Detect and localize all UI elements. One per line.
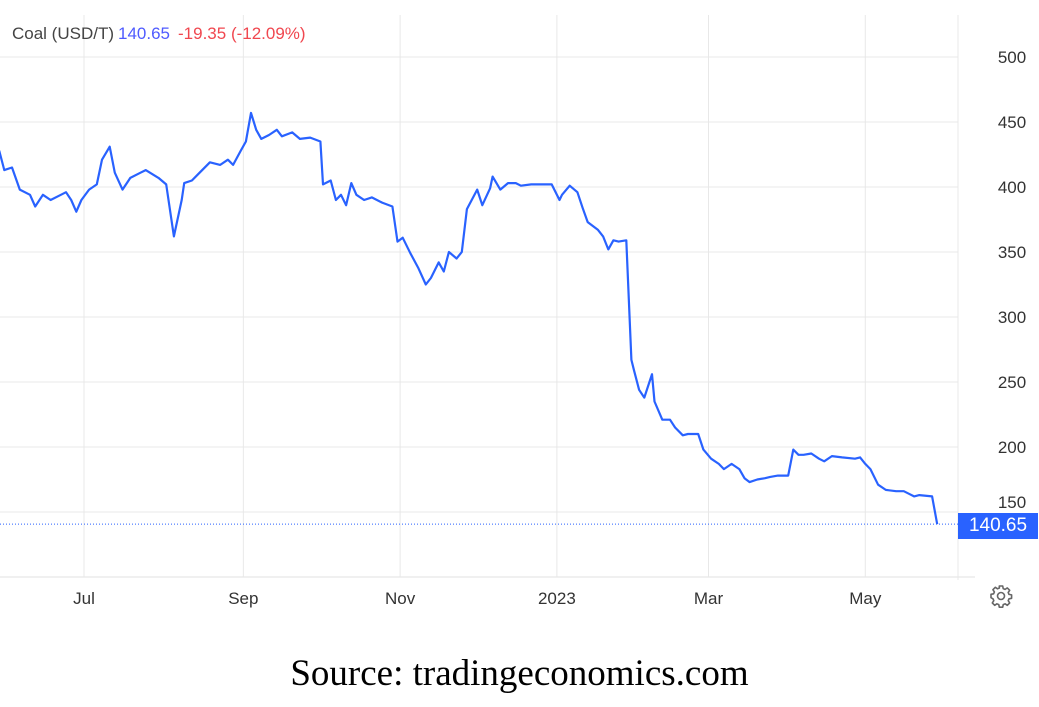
gear-icon[interactable] (989, 584, 1013, 608)
y-tick-label: 300 (998, 308, 1026, 327)
legend: Coal (USD/T) 140.65 -19.35 (-12.09%) (12, 24, 306, 44)
x-tick-label: May (849, 589, 882, 608)
y-tick-label: 350 (998, 243, 1026, 262)
x-tick-label: Jul (73, 589, 95, 608)
legend-change: -19.35 (-12.09%) (178, 24, 306, 43)
series-line (0, 111, 939, 525)
legend-name: Coal (USD/T) (12, 24, 115, 43)
x-tick-label: Mar (694, 589, 724, 608)
y-tick-label: 450 (998, 113, 1026, 132)
y-tick-label: 250 (998, 373, 1026, 392)
source-caption: Source: tradingeconomics.com (290, 653, 749, 694)
y-tick-label: 400 (998, 178, 1026, 197)
x-axis: Jul Sep Nov 2023 Mar May (73, 589, 882, 608)
x-tick-label: Sep (228, 589, 258, 608)
y-axis: 150 200 250 300 350 400 450 500 (998, 48, 1026, 512)
legend-last-value: 140.65 (118, 24, 171, 43)
x-tick-label: Nov (385, 589, 416, 608)
y-tick-label: 150 (998, 493, 1026, 512)
y-tick-label: 200 (998, 438, 1026, 457)
x-tick-label: 2023 (538, 589, 576, 608)
grid (0, 15, 975, 580)
last-price-label: 140.65 (958, 513, 1038, 539)
y-tick-label: 500 (998, 48, 1026, 67)
